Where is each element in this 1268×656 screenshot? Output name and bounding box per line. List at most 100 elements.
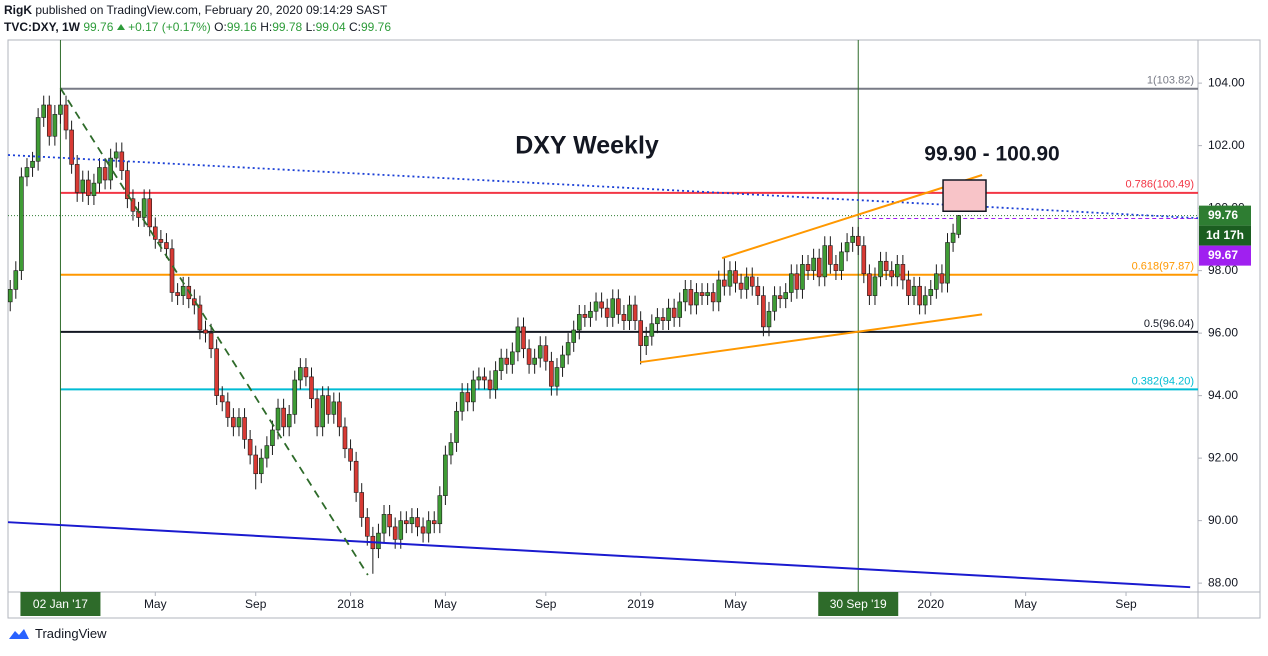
candle-body [102,167,108,181]
candle-body [744,276,749,290]
ohlc: O:99.16 H:99.78 L:99.04 C:99.76 [214,20,391,34]
candle-body [298,367,303,381]
ohlc-value: 99.78 [272,20,303,34]
candle-body [19,176,24,271]
candle-body [855,235,861,246]
y-tick-label: 98.00 [1208,263,1238,277]
x-tick-label: 30 Sep '19 [830,597,887,611]
candle-body [30,160,35,168]
change: +0.17 (+0.17%) [128,20,211,34]
candle-body [576,314,582,331]
candle-body [86,179,91,196]
x-tick-label: 2018 [337,597,364,611]
candle-body [616,298,621,315]
candle-body [175,292,180,296]
candle-body [253,454,259,475]
candle-body [772,295,777,312]
y-tick-label: 92.00 [1208,450,1238,464]
candle-body [286,414,292,428]
candle-body [738,282,744,290]
y-tick-label: 90.00 [1208,513,1238,527]
candle-body [482,376,487,381]
candle-body [281,407,286,428]
candle-body [883,260,889,271]
x-tick-label: Sep [1115,597,1137,611]
ohlc-value: 99.04 [315,20,346,34]
candle-body [794,273,800,290]
fib-label: 0.618(97.87) [1132,261,1194,273]
logo [9,628,29,639]
x-tick-label: May [1014,597,1037,611]
candle-body [7,289,13,303]
candle-body [526,348,532,365]
candle-body [130,198,136,212]
brand: TradingView [35,626,107,641]
trend-line [59,87,369,576]
candle-body [58,104,63,115]
candle-body [549,360,554,387]
candle-body [69,129,74,165]
candle-body [510,351,515,365]
candle-body [504,357,510,365]
fib-label: 1(103.82) [1147,75,1194,87]
candle-body [800,264,805,290]
candle-body [141,198,147,218]
candle-body [811,257,816,271]
candle-body [331,401,337,415]
candle-body [922,295,928,306]
candle-body [783,292,789,300]
candle-body [108,157,113,181]
candle-body [225,401,231,418]
ohlc-key: O: [214,20,227,34]
candle-body [476,376,482,381]
candle-body [588,310,593,318]
chart-title: DXY Weekly [515,132,659,160]
candle-body [242,417,247,440]
candle-body [314,398,320,428]
y-tick-label: 96.00 [1208,325,1238,339]
x-tick-label: 2019 [627,597,654,611]
x-tick-label: May [434,597,457,611]
candle-body [437,495,443,525]
candle-body [878,260,883,278]
y-tick-label: 104.00 [1208,75,1245,89]
quote: TVC:DXY, 1W 99.76 +0.17 (+0.17%) O:99.16… [4,19,391,36]
candle-body [404,520,409,525]
fib-label: 0.382(94.20) [1132,375,1194,387]
candle-body [956,215,961,235]
ohlc-key: H: [260,20,273,34]
x-tick-label: May [724,597,747,611]
candle-body [872,276,878,296]
candle-body [911,285,917,296]
candle-body [537,345,543,359]
x-tick-label: 2020 [917,597,944,611]
candle-body [894,264,900,278]
candle-body [710,292,716,303]
candle-body [125,170,130,200]
zone [942,179,987,212]
candle-body [777,295,783,300]
candle-body [46,104,52,137]
ohlc-value: 99.76 [360,20,391,34]
candle-body [309,376,314,400]
candle-body [231,417,236,428]
candle-body [63,104,69,131]
last-price-box [1199,205,1251,226]
candle-body [828,245,833,265]
candle-body [415,517,420,528]
x-tick-label: May [144,597,167,611]
candle-body [694,292,699,306]
candle-body [381,514,387,534]
candle-body [638,320,643,346]
candle-body [337,401,342,428]
candle-body [850,235,855,243]
candle-body [409,517,415,525]
candle-body [113,151,119,159]
candle-body [532,357,537,365]
candle-body [303,367,309,378]
candle-body [292,379,298,415]
candle-body [705,292,710,296]
candle-body [733,270,738,284]
alert-box [1199,245,1251,266]
candle-body [35,117,41,162]
